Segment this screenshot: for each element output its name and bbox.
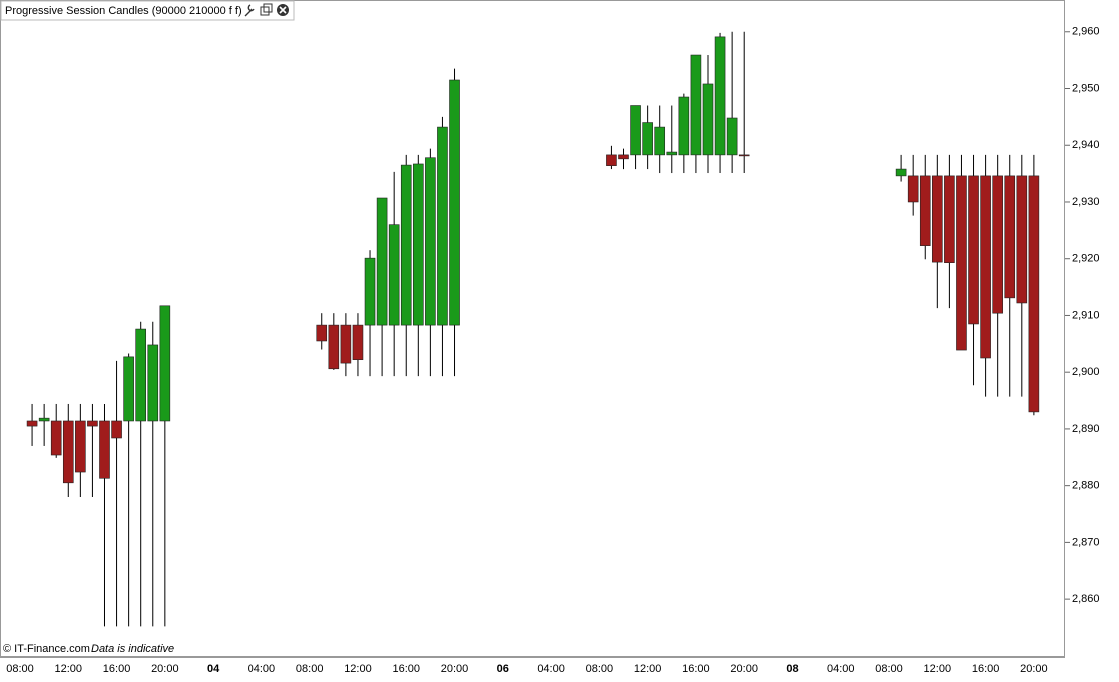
x-axis-area	[0, 657, 1119, 682]
x-tick-label: 08	[786, 663, 798, 675]
candle-body	[111, 420, 122, 439]
close-icon-x	[279, 6, 287, 14]
chart-title: Progressive Session Candles (90000 21000…	[5, 5, 242, 17]
x-tick-label: 20:00	[151, 663, 179, 675]
y-tick-label: 2,900	[1072, 366, 1100, 378]
candle-body	[895, 168, 907, 177]
candle-body	[413, 163, 424, 326]
candle-body	[618, 154, 629, 160]
x-tick-label: 08:00	[586, 663, 614, 675]
candle-body	[738, 154, 750, 157]
candle-body	[26, 420, 38, 427]
x-tick-label: 04	[207, 663, 220, 675]
candle-body	[932, 175, 943, 263]
candle-body	[666, 151, 678, 156]
candle-body	[678, 96, 690, 156]
candle-body	[449, 79, 460, 326]
x-tick-label: 20:00	[1020, 663, 1048, 675]
x-tick-label: 16:00	[392, 663, 420, 675]
candle-body	[1028, 175, 1040, 413]
candle-body	[907, 175, 919, 203]
candle-body	[159, 305, 171, 422]
candle-body	[968, 175, 979, 325]
candle-body	[328, 324, 340, 370]
source: © IT-Finance.com	[3, 643, 90, 655]
x-tick-label: 06	[497, 663, 509, 675]
y-tick-label: 2,960	[1072, 26, 1100, 38]
candle-body	[606, 154, 617, 166]
y-tick-label: 2,920	[1072, 253, 1100, 265]
candle-body	[400, 164, 412, 326]
candle-body	[316, 324, 328, 342]
candle-body	[87, 420, 98, 427]
window-icon-back	[263, 3, 273, 13]
x-tick-label: 04:00	[537, 663, 565, 675]
candle-body	[62, 420, 74, 484]
x-tick-label: 08:00	[296, 663, 324, 675]
x-tick-label: 12:00	[634, 663, 662, 675]
y-tick-label: 2,910	[1072, 309, 1100, 321]
x-tick-label: 20:00	[441, 663, 469, 675]
y-tick-label: 2,930	[1072, 196, 1100, 208]
candle-body	[702, 83, 714, 156]
candle-body	[1016, 175, 1028, 304]
candle-body	[992, 175, 1003, 314]
candle-body	[726, 117, 738, 156]
y-tick-label: 2,950	[1072, 82, 1100, 94]
candle-body	[630, 105, 641, 156]
candle-body	[340, 324, 352, 364]
candle-body	[364, 257, 376, 326]
candle-body	[654, 126, 666, 156]
candle-body	[980, 175, 991, 359]
y-tick-label: 2,870	[1072, 536, 1100, 548]
settings-icon[interactable]	[244, 4, 255, 17]
candle-body	[123, 356, 134, 422]
candle-body	[147, 344, 159, 422]
candle-body	[437, 126, 448, 326]
candle-body	[1004, 175, 1016, 299]
candle-body	[690, 54, 702, 156]
x-tick-label: 12:00	[55, 663, 83, 675]
candle-body	[642, 122, 653, 156]
x-tick-label: 12:00	[344, 663, 372, 675]
candle-body	[714, 36, 726, 156]
candle-body	[352, 324, 364, 361]
candle-body	[376, 197, 388, 326]
y-tick-label: 2,860	[1072, 593, 1100, 605]
x-tick-label: 16:00	[682, 663, 710, 675]
x-tick-label: 16:00	[103, 663, 131, 675]
x-tick-label: 08:00	[875, 663, 903, 675]
y-tick-label: 2,880	[1072, 480, 1100, 492]
x-tick-label: 20:00	[730, 663, 758, 675]
candle-body	[75, 420, 86, 473]
plot-frame	[0, 0, 1065, 657]
y-tick-label: 2,940	[1072, 139, 1100, 151]
candle-body	[99, 420, 110, 479]
note: Data is indicative	[91, 643, 174, 655]
y-tick-label: 2,890	[1072, 423, 1100, 435]
x-tick-label: 12:00	[924, 663, 952, 675]
window-icon[interactable]	[260, 6, 270, 16]
candle-body	[38, 417, 50, 422]
x-tick-label: 16:00	[972, 663, 1000, 675]
x-tick-label: 04:00	[827, 663, 855, 675]
x-tick-label: 04:00	[248, 663, 276, 675]
candle-body	[135, 328, 146, 422]
x-tick-label: 08:00	[6, 663, 34, 675]
candle-body	[919, 175, 931, 246]
candle-body	[425, 157, 436, 326]
candle-body	[50, 420, 62, 456]
candle-body	[944, 175, 955, 263]
candle-body	[388, 224, 400, 326]
candle-body	[956, 175, 967, 351]
title-icons[interactable]	[244, 3, 289, 17]
title-box	[0, 0, 295, 21]
